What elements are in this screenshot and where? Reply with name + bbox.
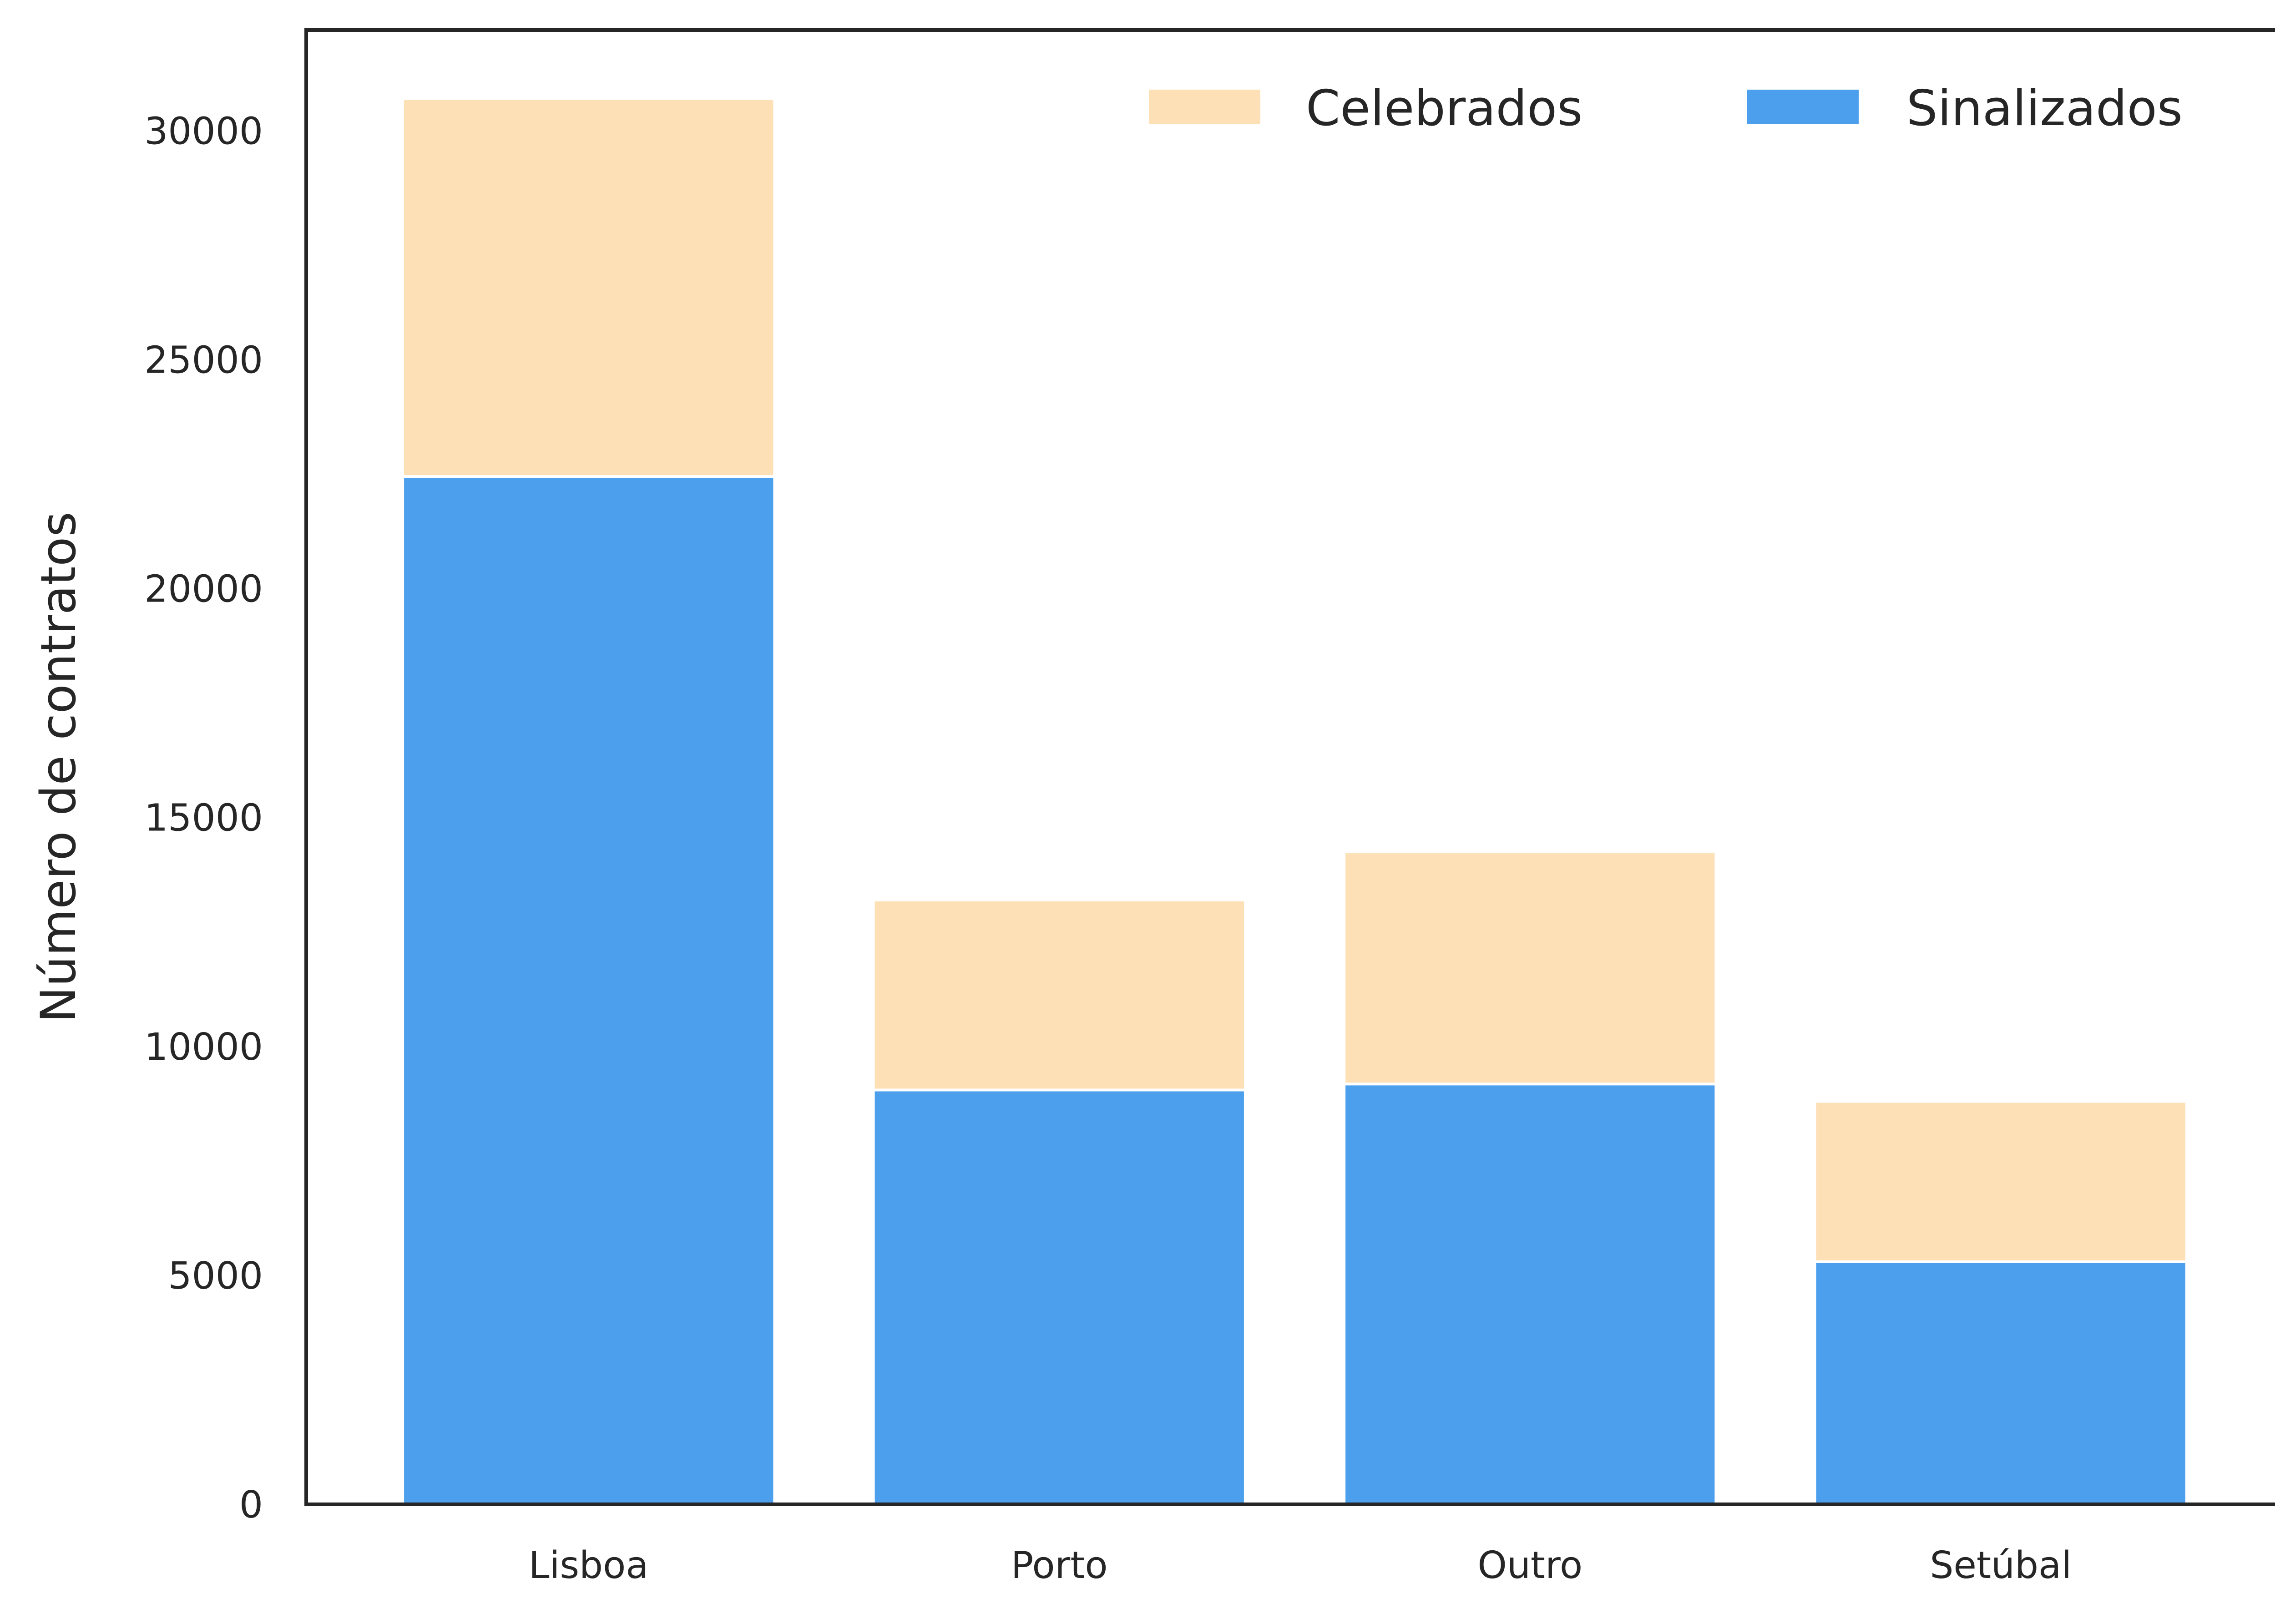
x-axis-ticks: Lisboa Porto Outro Setúbal [529, 1544, 2072, 1587]
y-tick-label: 10000 [144, 1026, 263, 1069]
bar-celebrados-outro [1343, 850, 1718, 1086]
y-tick-label: 0 [239, 1483, 263, 1527]
bar-sinalizados-lisboa [401, 475, 776, 1506]
bars-layer [401, 97, 2188, 1506]
y-tick-label: 20000 [144, 568, 263, 611]
bar-sinalizados-outro [1343, 1083, 1718, 1506]
y-tick-label: 30000 [144, 110, 263, 153]
y-axis-label: Número de contratos [30, 512, 86, 1023]
legend-label-sinalizados: Sinalizados [1906, 80, 2183, 137]
plot-area-frame [304, 28, 2275, 1506]
y-tick-label: 25000 [144, 339, 263, 382]
bar-celebrados-lisboa [401, 97, 776, 478]
x-tick-label: Outro [1477, 1544, 1582, 1587]
bar-sinalizados-setúbal [1813, 1260, 2188, 1506]
bar-celebrados-porto [872, 898, 1247, 1092]
y-tick-label: 5000 [168, 1255, 263, 1298]
legend-swatch-sinalizados [1747, 90, 1859, 124]
legend-label-celebrados: Celebrados [1306, 80, 1582, 137]
legend-swatch-celebrados [1149, 90, 1260, 124]
legend: Celebrados Sinalizados [1149, 80, 2183, 137]
x-tick-label: Lisboa [529, 1544, 649, 1587]
bar-sinalizados-porto [872, 1088, 1247, 1506]
x-tick-label: Setúbal [1930, 1544, 2072, 1587]
x-tick-label: Porto [1011, 1544, 1108, 1587]
y-axis-ticks: 0 5000 10000 15000 20000 25000 30000 [144, 110, 263, 1527]
y-tick-label: 15000 [144, 797, 263, 840]
bar-celebrados-setúbal [1813, 1100, 2188, 1263]
